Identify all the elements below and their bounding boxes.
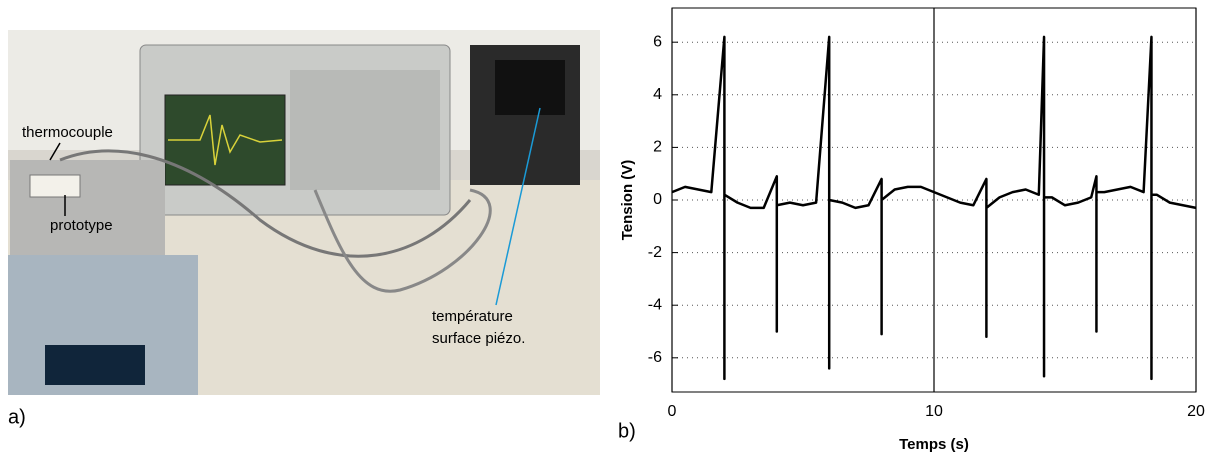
trace xyxy=(168,114,283,166)
panel-label: b) xyxy=(618,420,636,442)
annotation: surface piézo. xyxy=(432,330,525,347)
plate xyxy=(10,160,165,255)
cable xyxy=(313,188,492,293)
cable xyxy=(59,149,472,258)
controller-display xyxy=(495,60,565,115)
annotation: prototype xyxy=(50,217,113,234)
x-tick-label: 20 xyxy=(1187,403,1205,420)
panel-label: a) xyxy=(8,406,26,428)
y-axis-title: Tension (V) xyxy=(619,160,636,241)
annotation: thermocouple xyxy=(22,124,113,141)
arrow xyxy=(49,142,61,161)
hotplate-display xyxy=(45,345,145,385)
x-tick-label: 0 xyxy=(668,403,677,420)
y-tick-label: -2 xyxy=(648,244,662,261)
y-tick-label: -6 xyxy=(648,349,662,366)
y-tick-label: 0 xyxy=(653,191,662,208)
x-tick-label: 10 xyxy=(925,403,943,420)
arrow xyxy=(495,107,541,306)
y-tick-label: 6 xyxy=(653,33,662,50)
y-tick-label: 4 xyxy=(653,86,662,103)
signal-line xyxy=(671,35,1197,381)
photo: thermocouple prototype température surfa… xyxy=(8,30,600,395)
prototype-sample xyxy=(29,174,81,198)
x-axis-title: Temps (s) xyxy=(899,436,969,453)
y-tick-label: 2 xyxy=(653,139,662,156)
annotation: température xyxy=(432,308,513,325)
controls xyxy=(290,70,440,190)
y-tick-label: -4 xyxy=(648,296,662,313)
